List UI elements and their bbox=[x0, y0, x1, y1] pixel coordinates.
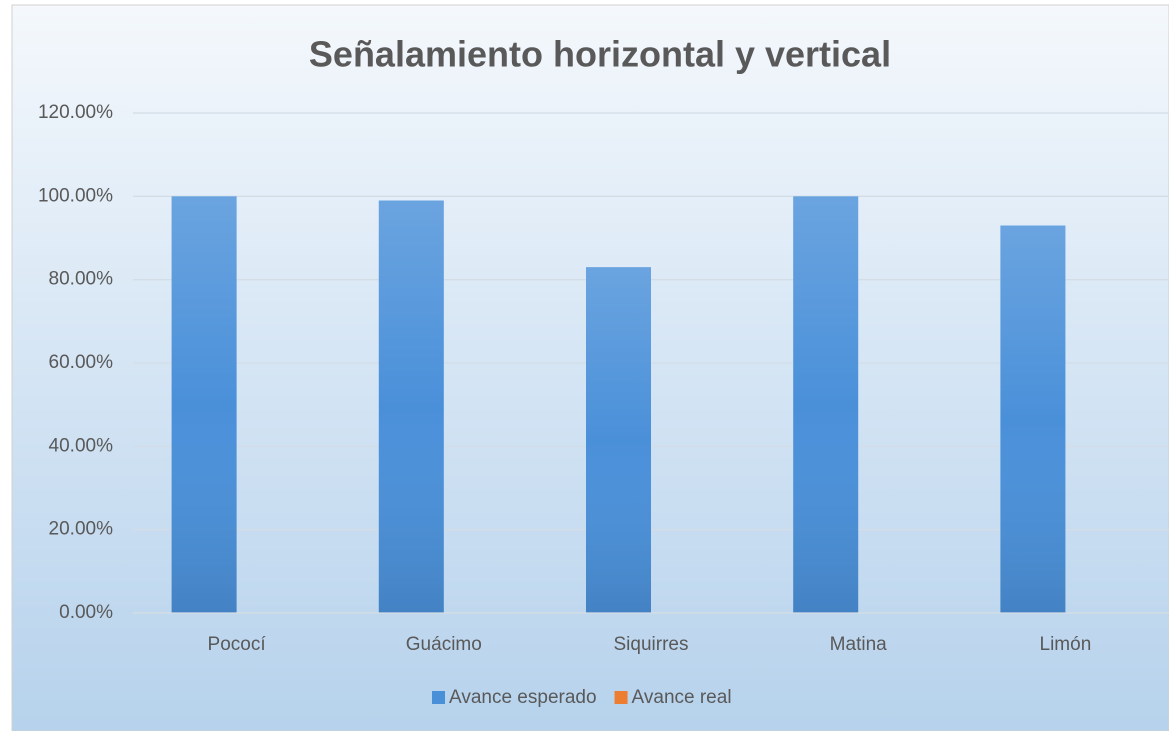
bar-shade bbox=[586, 267, 651, 613]
x-tick-label: Guácimo bbox=[406, 634, 482, 655]
legend-swatch bbox=[432, 691, 445, 704]
y-tick-label: 120.00% bbox=[38, 102, 113, 123]
bar-shade bbox=[171, 196, 237, 614]
x-tick-label: Limón bbox=[1040, 634, 1092, 655]
y-tick-label: 100.00% bbox=[38, 185, 113, 206]
x-tick-label: Pococí bbox=[208, 634, 267, 655]
legend-swatch bbox=[614, 691, 628, 704]
y-tick-label: 80.00% bbox=[49, 269, 114, 290]
bar-shade bbox=[378, 200, 444, 613]
y-tick-label: 0.00% bbox=[59, 602, 113, 623]
y-tick-label: 20.00% bbox=[49, 519, 114, 540]
y-tick-label: 60.00% bbox=[49, 352, 114, 373]
bar-shade bbox=[1000, 225, 1066, 613]
chart-title: Señalamiento horizontal y vertical bbox=[309, 34, 891, 75]
bar-shade bbox=[793, 196, 859, 614]
legend-label: Avance real bbox=[632, 687, 732, 708]
x-tick-label: Matina bbox=[830, 634, 887, 655]
x-tick-label: Siquirres bbox=[614, 634, 689, 655]
y-tick-label: 40.00% bbox=[49, 435, 114, 456]
legend-label: Avance esperado bbox=[449, 687, 597, 708]
